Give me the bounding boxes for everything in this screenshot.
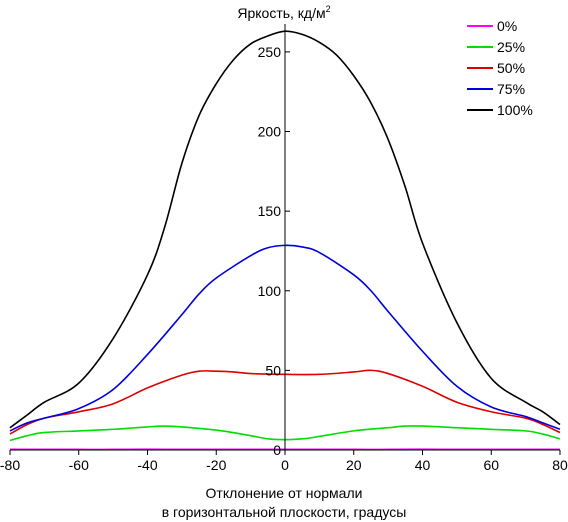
y-ticks: 0 50 100 150 200 250	[258, 44, 290, 458]
y-tick-label: 200	[258, 124, 282, 140]
x-tick-label: 20	[346, 457, 362, 473]
x-tick-label: 0	[281, 457, 289, 473]
x-tick-label: 60	[483, 457, 499, 473]
x-ticks: -80 -60 -40 -20 0 20 40 60 80	[0, 450, 568, 473]
legend-label: 25%	[497, 39, 525, 55]
y-tick-label: 250	[258, 44, 282, 60]
legend-label: 50%	[497, 60, 525, 76]
x-axis-title-line1: Отклонение от нормали	[206, 485, 363, 501]
x-tick-label: -60	[69, 457, 89, 473]
x-tick-label: -20	[206, 457, 226, 473]
x-tick-label: 80	[552, 457, 568, 473]
axes	[10, 24, 560, 451]
legend-label: 75%	[497, 81, 525, 97]
series-line-50pct	[9, 369, 561, 435]
y-tick-label: 150	[258, 203, 282, 219]
y-tick-label: 50	[265, 362, 281, 378]
x-axis-title-line2: в горизонтальной плоскости, градусы	[162, 504, 407, 520]
x-tick-label: -40	[137, 457, 157, 473]
y-tick-label: 0	[273, 442, 281, 458]
legend-label: 100%	[497, 102, 533, 118]
chart-title: Яркость, кд/м2	[237, 4, 330, 21]
x-tick-label: 40	[415, 457, 431, 473]
legend: 0% 25% 50% 75% 100%	[467, 18, 533, 118]
y-tick-label: 100	[258, 283, 282, 299]
legend-label: 0%	[497, 18, 517, 34]
x-tick-label: -80	[0, 457, 20, 473]
